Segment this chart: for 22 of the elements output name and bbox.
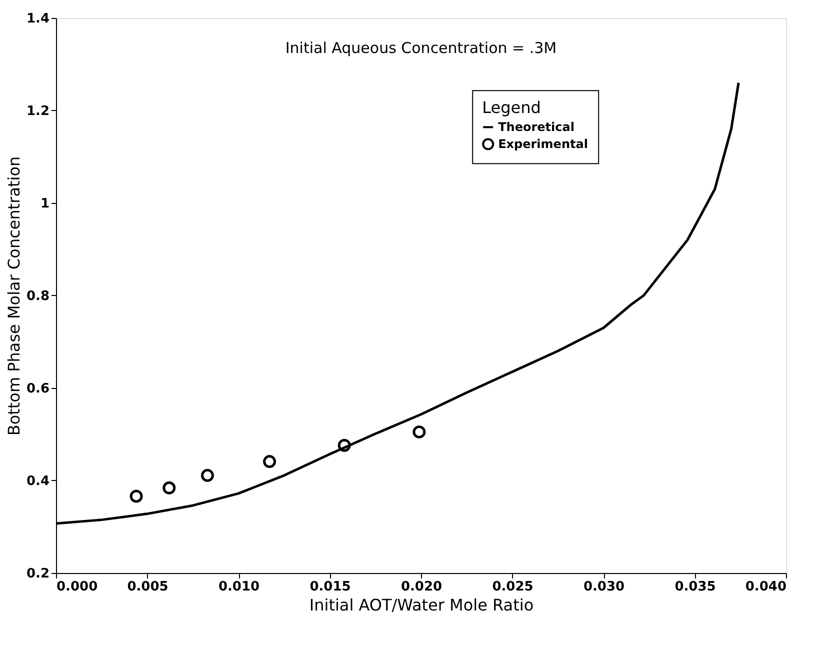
x-axis-title: Initial AOT/Water Mole Ratio xyxy=(309,596,534,614)
y-tick-label: 1 xyxy=(40,196,50,212)
y-tick-label: 0.2 xyxy=(26,566,50,582)
y-tick-label: 0.4 xyxy=(26,474,50,489)
legend-label: Theoretical xyxy=(498,120,574,134)
x-tick-label: 0.010 xyxy=(218,580,260,594)
x-tick-label: 0.015 xyxy=(310,580,351,594)
legend-title: Legend xyxy=(482,98,541,118)
y-tick-label: 1.4 xyxy=(26,12,50,26)
x-tick-label: 0.040 xyxy=(745,580,786,594)
y-axis-title: Bottom Phase Molar Concentration xyxy=(4,156,24,436)
annotation: Initial Aqueous Concentration = .3M xyxy=(285,39,557,57)
y-tick-label: 0.6 xyxy=(26,382,50,396)
x-tick-label: 0.030 xyxy=(583,580,625,594)
x-tick-label: 0.020 xyxy=(400,580,442,594)
x-tick-label: 0.005 xyxy=(127,580,168,594)
legend-label: Experimental xyxy=(498,137,588,152)
x-tick-label: 0.035 xyxy=(674,580,716,594)
x-tick-label: 0.000 xyxy=(56,580,98,594)
y-tick-label: 1.2 xyxy=(26,104,50,119)
x-tick-label: 0.025 xyxy=(492,580,534,594)
y-tick-label: 0.8 xyxy=(26,289,50,304)
